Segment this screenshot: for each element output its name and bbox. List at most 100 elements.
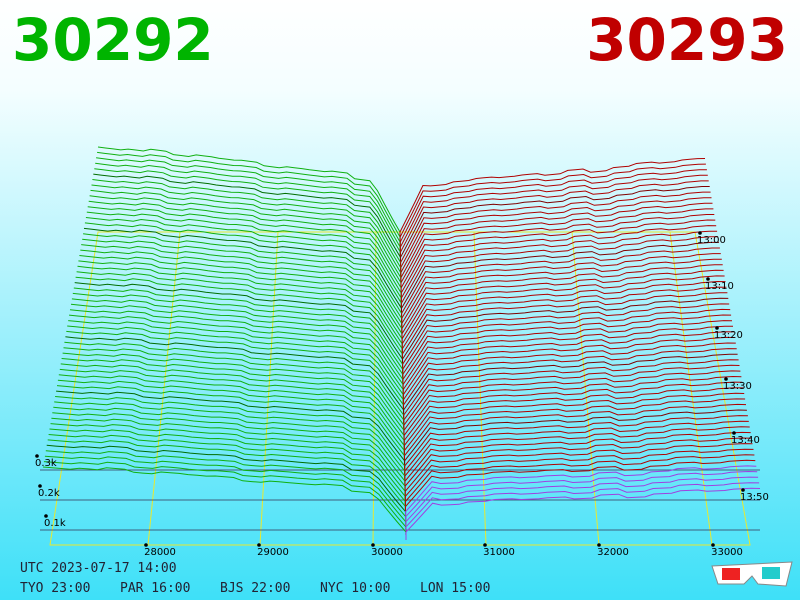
ask-depth-line [403, 398, 746, 459]
bid-depth-line [91, 184, 402, 276]
labels: 28000 29000 30000 31000 32000 33000 0.3k 0.2k 0.… [35, 231, 769, 558]
ask-depth-line [405, 470, 758, 525]
ask-depth-line [401, 286, 727, 357]
time-tick [732, 431, 736, 435]
bid-depth-line [47, 439, 407, 515]
time-label: 13:00 [697, 235, 726, 246]
ask-depth-line [404, 454, 755, 510]
time-tick [706, 277, 710, 281]
ask-depth-line [403, 392, 745, 454]
ask-depth-line [403, 403, 747, 464]
bid-depth-line [83, 233, 403, 322]
bid-depth-line [61, 358, 405, 439]
price-label: 32000 [597, 547, 629, 558]
ask-depth-line [404, 426, 750, 485]
bid-depth-line [97, 146, 401, 240]
ask-depth-line [403, 375, 742, 439]
time-tick [698, 231, 702, 235]
ask-depth-line [400, 219, 716, 296]
time-tick [724, 377, 728, 381]
city-clock: LON 15:00 [420, 581, 490, 596]
bid-depth-line [72, 292, 404, 378]
bid-depth-line [90, 189, 402, 281]
ask-depth-line [402, 342, 736, 408]
floor-grid-line [372, 231, 377, 546]
bid-depth-line [83, 227, 403, 317]
bid-depth-line [46, 444, 407, 520]
bid-depth-line [57, 379, 405, 459]
price-label: 29000 [257, 547, 289, 558]
bid-depth-line [76, 271, 403, 357]
ask-depth-line [400, 225, 717, 302]
bid-depth-line [82, 238, 403, 327]
price-label: 31000 [483, 547, 515, 558]
bid-depth-line [88, 200, 402, 291]
bid-depth-line [92, 179, 402, 271]
ask-depth-line [402, 308, 731, 378]
ask-depth-line [402, 314, 732, 383]
depth-lines [42, 146, 761, 540]
bid-depth-line [53, 406, 406, 485]
bid-depth-line [81, 244, 403, 332]
ask-depth-line [399, 186, 710, 266]
ask-depth-line [401, 247, 720, 322]
bid-depth-line [93, 173, 402, 266]
ask-depth-line [400, 230, 718, 307]
price-tick [483, 543, 487, 547]
ask-depth-line [400, 191, 711, 271]
ask-depth-line [404, 459, 756, 515]
floor-grid-line [147, 231, 181, 546]
ask-depth-line [402, 325, 734, 393]
bid-depth-line [56, 390, 406, 469]
floor-grid-line [571, 231, 600, 546]
ask-depth-line [401, 264, 723, 337]
ask-depth-line [399, 163, 706, 246]
price-tick [144, 543, 148, 547]
bid-depth-line [69, 309, 404, 393]
bid-depth-line [64, 341, 405, 424]
ask-depth-line [402, 336, 735, 403]
ask-depth-line [404, 420, 749, 479]
bid-depth-line [58, 374, 405, 454]
glasses-icon [711, 561, 793, 587]
bid-depth-line [65, 336, 405, 418]
price-label: 30000 [371, 547, 403, 558]
ask-depth-line [405, 465, 757, 520]
bid-depth-line [55, 396, 406, 474]
price-label: 33000 [711, 547, 743, 558]
ask-depth-line [404, 415, 748, 474]
ask-depth-line [400, 236, 719, 312]
bid-depth-line [96, 157, 401, 251]
ask-depth-line [404, 443, 753, 500]
bid-depth-line [69, 314, 404, 398]
time-label: 13:20 [714, 330, 743, 341]
bid-depth-line [51, 417, 406, 495]
bid-depth-line [62, 352, 405, 434]
ask-depth-line [405, 487, 761, 540]
bid-depth-line [50, 423, 406, 500]
volume-label: 0.2k [38, 488, 60, 499]
ask-depth-line [400, 202, 713, 281]
ask-depth-line [402, 348, 737, 413]
floor-grid-line [669, 231, 713, 546]
time-label: 13:10 [705, 281, 734, 292]
ask-depth-line [404, 437, 752, 495]
bid-depth-line [80, 249, 403, 337]
city-clock: BJS 22:00 [220, 581, 290, 596]
bid-depth-line [66, 330, 405, 413]
bid-depth-line [52, 412, 406, 490]
ask-depth-line [401, 253, 721, 327]
ask-depth-line [401, 275, 725, 347]
volume-tick [44, 514, 48, 518]
bid-depth-line [97, 151, 401, 246]
ask-depth-line [404, 448, 754, 505]
bid-depth-line [95, 162, 401, 256]
price-tick [597, 543, 601, 547]
bid-depth-line [68, 320, 404, 403]
bid-depth-line [94, 168, 401, 261]
bid-depth-line [67, 325, 404, 408]
bid-depth-line [42, 466, 407, 540]
ask-depth-line [399, 180, 709, 261]
ask-depth-line [399, 169, 707, 251]
ask-depth-line [403, 359, 739, 424]
